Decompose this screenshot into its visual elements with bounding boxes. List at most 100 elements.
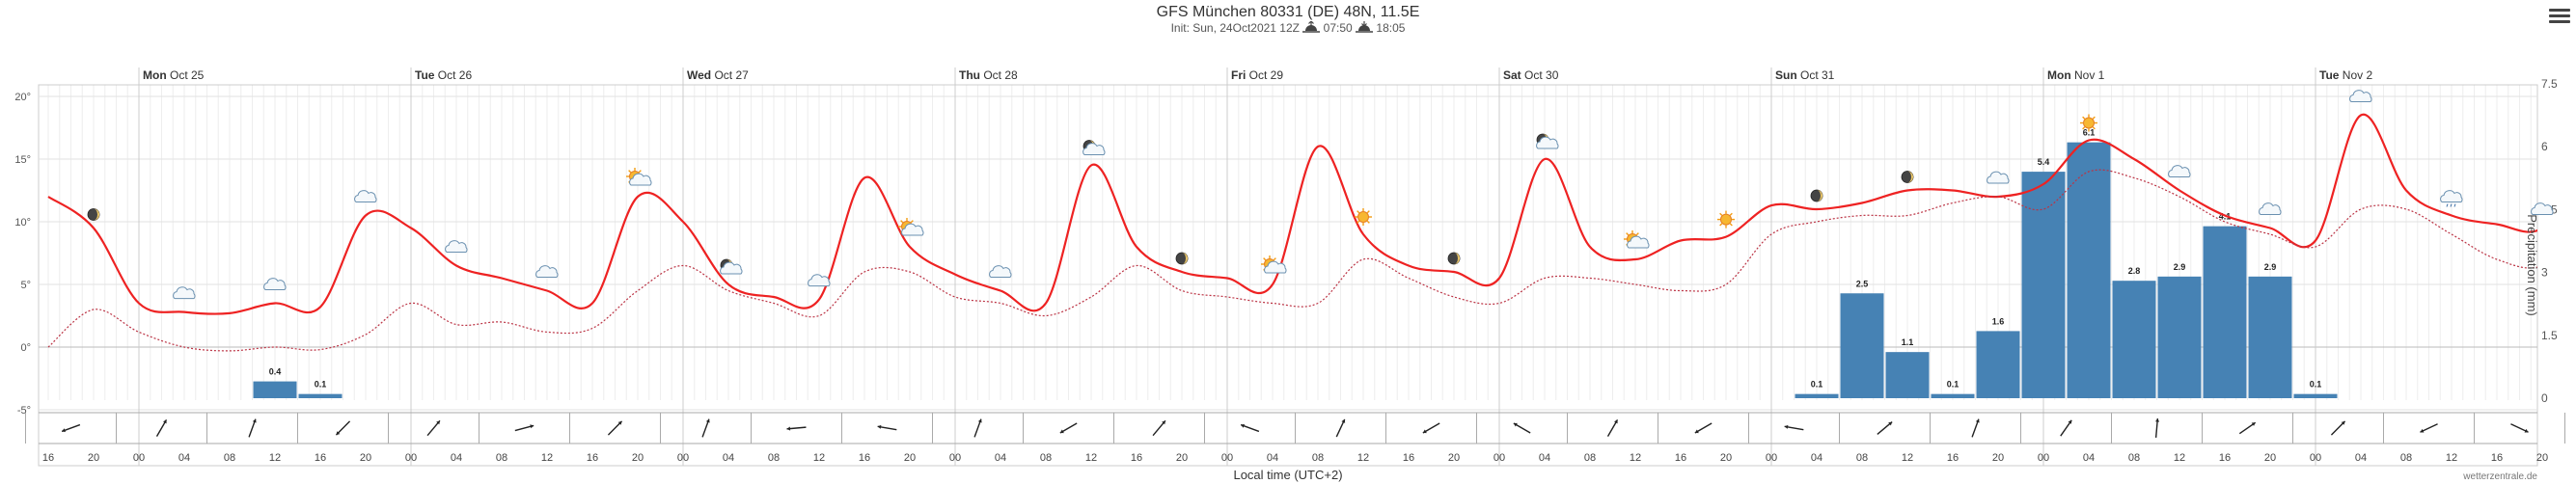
precip-label: 5.4	[2038, 157, 2050, 167]
hour-tick-label: 20	[1720, 452, 1732, 464]
hour-tick-label: 16	[1403, 452, 1414, 464]
y2-tick-label: 0	[2541, 391, 2548, 405]
wind-arrow-icon	[841, 413, 897, 444]
hour-tick-label: 04	[2083, 452, 2095, 464]
wind-arrow-icon	[660, 413, 710, 444]
hour-tick-label: 04	[2355, 452, 2367, 464]
hour-tick-label: 20	[360, 452, 371, 464]
precip-label: 0.1	[1811, 380, 1823, 390]
hour-tick-label: 20	[904, 452, 916, 464]
precip-bar	[1840, 293, 1884, 398]
init-time: Init: Sun, 24Oct2021 12Z	[1170, 21, 1300, 35]
wind-arrow-icon	[1567, 413, 1619, 444]
precip-label: 2.8	[2128, 266, 2141, 276]
precip-bar	[2203, 226, 2247, 398]
wind-arrow-icon	[388, 413, 441, 444]
hour-tick-label: 16	[587, 452, 598, 464]
sunset-icon	[1356, 21, 1374, 33]
precip-label: 6.1	[2083, 128, 2096, 138]
hour-tick-label: 00	[1221, 452, 1233, 464]
hour-tick-label: 08	[1040, 452, 1052, 464]
date-axis: Mon Oct 25 Tue Oct 26 Wed Oct 27 Thu Oct 28…	[39, 67, 2537, 466]
precip-label: 1.6	[1992, 316, 2005, 326]
precip-label: 0.4	[269, 367, 282, 377]
chart-title: GFS München 80331 (DE) 48N, 11.5E	[1156, 4, 1420, 20]
cloud-icon	[173, 286, 196, 300]
y-tick-label: 20°	[14, 92, 31, 103]
hour-tick-label: 00	[1494, 452, 1505, 464]
y-tick-label: 10°	[14, 217, 31, 229]
y-tick-label: 0°	[20, 342, 31, 354]
hour-tick-label: 00	[405, 452, 417, 464]
hour-tick-label: 08	[1584, 452, 1596, 464]
precip-label: 0.1	[2310, 380, 2322, 390]
hour-tick-label: 08	[2128, 452, 2140, 464]
sun-icon	[1355, 208, 1372, 226]
rain-cloud-icon	[2440, 190, 2463, 207]
hour-tick-label: 12	[2446, 452, 2457, 464]
sun-cloud-icon	[1261, 255, 1287, 274]
y2-tick-label: 3	[2541, 266, 2548, 280]
y2-tick-label: 6	[2541, 140, 2548, 153]
day-label: Thu Oct 28	[959, 68, 1018, 82]
credit-text: wetterzentrale.de	[2462, 471, 2537, 482]
hour-tick-label: 12	[1902, 452, 1913, 464]
hour-tick-label: 12	[1357, 452, 1369, 464]
temperature-line	[47, 113, 2537, 315]
precip-bar	[253, 381, 297, 398]
wind-arrow-icon	[2111, 413, 2160, 444]
wind-arrow-icon	[297, 413, 351, 444]
hour-tick-label: 16	[2491, 452, 2503, 464]
precip-bar	[2157, 276, 2202, 398]
wind-arrow-icon	[206, 413, 257, 444]
hour-tick-label: 00	[949, 452, 961, 464]
hour-tick-label: 08	[2400, 452, 2412, 464]
day-label: Mon Nov 1	[2047, 68, 2105, 82]
hour-tick-label: 16	[42, 452, 54, 464]
precip-bar	[1795, 393, 1839, 398]
cloud-icon	[535, 265, 559, 278]
cloud-icon	[263, 278, 287, 290]
moon-icon	[1175, 252, 1189, 265]
hour-tick-label: 00	[1766, 452, 1777, 464]
moon-icon	[1810, 189, 1823, 202]
hour-tick-label: 20	[1448, 452, 1460, 464]
precip-bar	[2021, 172, 2066, 398]
hour-tick-label: 20	[1176, 452, 1188, 464]
hamburger-menu-icon[interactable]	[2549, 6, 2570, 23]
precip-bar	[1885, 352, 1930, 398]
hour-tick-label: 12	[269, 452, 281, 464]
wind-arrow-icon	[2020, 413, 2072, 444]
y-axis-left: -5° 0° 5° 10° 15° 20°	[14, 92, 31, 417]
hour-tick-label: 12	[1085, 452, 1097, 464]
precip-bar	[2248, 276, 2292, 398]
moon-icon	[1901, 171, 1914, 183]
precip-bar	[298, 393, 343, 398]
plot-area	[38, 84, 2538, 467]
grid	[38, 84, 2538, 467]
precip-bar	[2112, 281, 2156, 398]
hour-tick-label: 16	[1131, 452, 1142, 464]
hour-tick-label: 04	[451, 452, 462, 464]
day-label: Wed Oct 27	[687, 68, 749, 82]
wind-arrow-icon	[569, 413, 623, 444]
hour-tick-label: 16	[2219, 452, 2231, 464]
x-axis-label: Local time (UTC+2)	[1233, 468, 1342, 482]
sun-icon	[2080, 114, 2097, 132]
hour-tick-label: 20	[632, 452, 644, 464]
precip-label: 2.5	[1856, 279, 1869, 288]
chart-subtitle: Init: Sun, 24Oct2021 12Z 07:50 18:05	[0, 20, 2576, 35]
wind-arrow-icon	[751, 413, 807, 444]
wind-arrow-icon	[932, 413, 982, 444]
precip-label: 2.9	[2174, 262, 2186, 272]
cloud-icon	[1987, 171, 2010, 184]
hour-tick-label: 00	[677, 452, 689, 464]
hour-tick-label: 16	[1675, 452, 1686, 464]
wind-arrow-icon	[25, 413, 81, 444]
cloud-icon	[2349, 90, 2372, 102]
cloud-icon	[445, 240, 468, 253]
cloud-icon	[2168, 165, 2191, 177]
precip-bar	[1931, 393, 1975, 398]
sun-cloud-icon	[898, 218, 924, 236]
precip-bar	[2293, 393, 2338, 398]
